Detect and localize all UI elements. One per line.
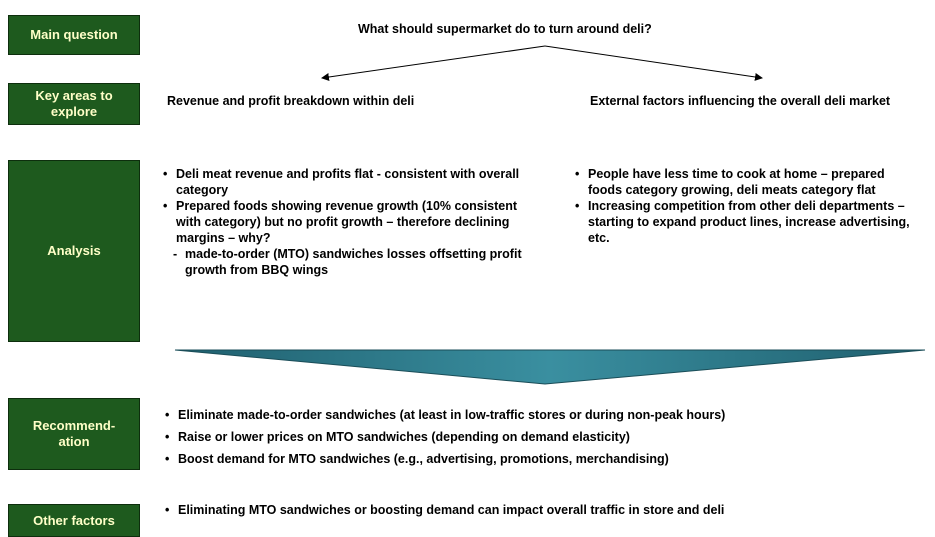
- main-question-label: Main question: [8, 15, 140, 55]
- key-area: External factors influencing the overall…: [590, 94, 891, 108]
- bullet: Boost demand for MTO sandwiches (e.g., a…: [165, 448, 925, 470]
- bullet: Eliminating MTO sandwiches or boosting d…: [165, 502, 925, 518]
- analysis-right: People have less time to cook at home – …: [575, 166, 920, 246]
- key-areas-label: Key areas to explore: [8, 83, 140, 125]
- bullet: People have less time to cook at home – …: [575, 166, 920, 198]
- recommendation-bullets: Eliminate made-to-order sandwiches (at l…: [165, 404, 925, 470]
- bullet: Increasing competition from other deli d…: [575, 198, 920, 246]
- analysis-left: Deli meat revenue and profits flat - con…: [163, 166, 533, 278]
- main-question: What should supermarket do to turn aroun…: [358, 22, 652, 36]
- other-factors-label: Other factors: [8, 504, 140, 537]
- bullet: Prepared foods showing revenue growth (1…: [163, 198, 533, 246]
- analysis-label: Analysis: [8, 160, 140, 342]
- key-area: Revenue and profit breakdown within deli: [167, 94, 415, 108]
- recommendation-label: Recommend-ation: [8, 398, 140, 470]
- funnel-arrow: [174, 349, 926, 385]
- arrow-left: [321, 45, 546, 81]
- bullet: Eliminate made-to-order sandwiches (at l…: [165, 404, 925, 426]
- bullet: Deli meat revenue and profits flat - con…: [163, 166, 533, 198]
- other-factors-bullets: Eliminating MTO sandwiches or boosting d…: [165, 502, 925, 518]
- arrow-right: [544, 45, 763, 81]
- sub-bullet: made-to-order (MTO) sandwiches losses of…: [163, 246, 533, 278]
- bullet: Raise or lower prices on MTO sandwiches …: [165, 426, 925, 448]
